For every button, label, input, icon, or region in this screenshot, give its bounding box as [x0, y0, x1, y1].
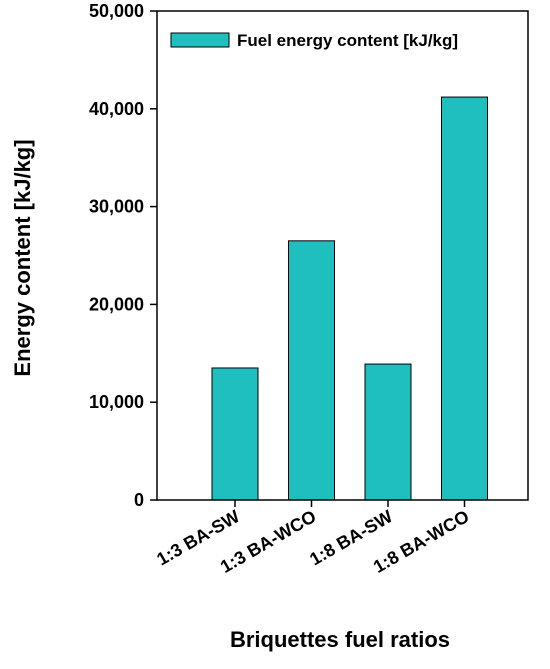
bar — [211, 367, 259, 501]
y-tick-label: 10,000 — [89, 392, 144, 412]
bars-group — [211, 96, 488, 501]
y-axis: 0 10,000 20,000 30,000 40,000 50,000 — [89, 1, 157, 510]
y-axis-title: Energy content [kJ/kg] — [10, 139, 35, 376]
bar — [441, 96, 488, 501]
y-tick-label: 50,000 — [89, 1, 144, 21]
y-tick-label: 0 — [134, 490, 144, 510]
legend-swatch — [170, 32, 230, 48]
bar — [288, 240, 335, 501]
x-axis-title: Briquettes fuel ratios — [230, 627, 450, 652]
legend: Fuel energy content [kJ/kg] — [170, 31, 458, 50]
legend-label: Fuel energy content [kJ/kg] — [237, 31, 458, 50]
bar — [364, 363, 412, 501]
y-tick-label: 40,000 — [89, 99, 144, 119]
plot-frame — [156, 10, 529, 501]
y-tick-label: 30,000 — [89, 197, 144, 217]
y-tick-label: 20,000 — [89, 294, 144, 314]
